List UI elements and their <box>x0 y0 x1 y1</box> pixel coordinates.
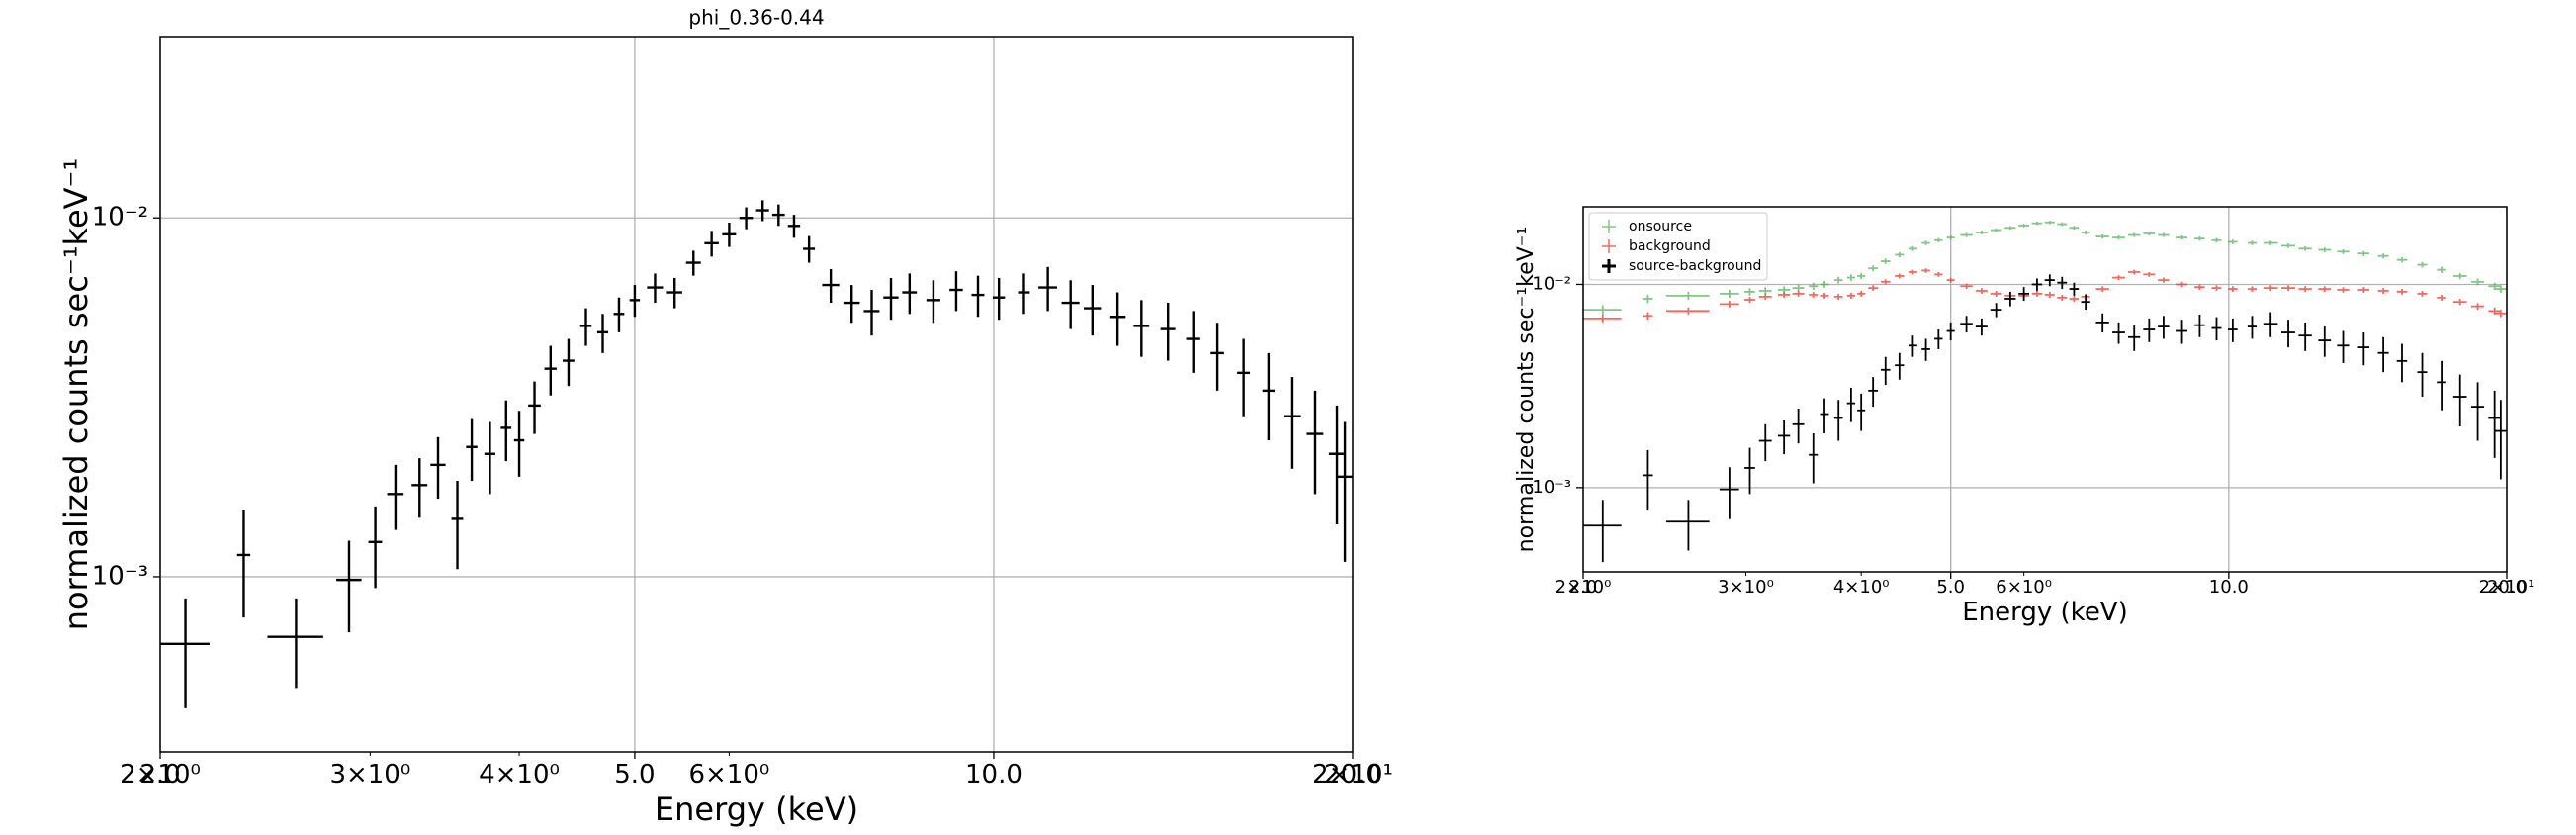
x-tick-label: 10.0 <box>965 760 1022 789</box>
x-minor-tick-label: 2×10¹ <box>1312 760 1393 789</box>
plot-area <box>1583 220 2507 563</box>
x-tick-label: 2.0 <box>139 760 180 789</box>
x-tick-label: 5.0 <box>614 760 655 789</box>
series <box>160 200 1353 708</box>
x-minor-tick-label: 6×10⁰ <box>1996 577 2052 598</box>
chart: 10⁻³ 10⁻² 2.0 5.0 10.0 20.0 2×10⁰ 3×10⁰ 4×10⁰ 6×1… <box>57 6 1393 828</box>
legend-label: background <box>1629 238 1711 254</box>
x-tick-label: 20.0 <box>1324 760 1381 789</box>
x-minor-tick-label: 4×10⁰ <box>1833 577 1890 598</box>
x-tick-label: 2.0 <box>1569 577 1598 598</box>
y-axis-label: normalized counts sec⁻¹keV⁻¹ <box>57 158 95 630</box>
y-tick-label: 10⁻³ <box>1532 477 1571 498</box>
chart-title: phi_0.36-0.44 <box>688 6 824 30</box>
x-minor-tick-label: 2×10¹ <box>2479 577 2535 598</box>
x-axis-label: Energy (keV) <box>655 790 858 828</box>
x-minor-tick-label: 4×10⁰ <box>479 760 560 789</box>
axes-frame <box>1582 206 2508 573</box>
x-tick-label: 20.0 <box>2487 577 2527 598</box>
legend-marker <box>1602 259 1616 273</box>
legend-marker <box>1602 220 1616 233</box>
x-minor-tick-label: 6×10⁰ <box>688 760 769 789</box>
legend-box <box>1588 212 1768 281</box>
chart: 10⁻³ 10⁻² 2.0 5.0 10.0 20.0 2×10⁰ 3×10⁰ 4×10⁰ 6×1… <box>1513 206 2535 627</box>
y-tick-label: 10⁻² <box>1532 273 1571 294</box>
legend-marker <box>1602 239 1616 253</box>
series <box>1583 274 2507 563</box>
x-minor-tick-label: 2×10⁰ <box>120 760 201 789</box>
axes-frame <box>159 36 1354 753</box>
legend-label: source-background <box>1629 258 1761 274</box>
x-minor-tick-label: 3×10⁰ <box>1718 577 1774 598</box>
y-tick-label: 10⁻² <box>92 203 148 232</box>
x-tick-label: 5.0 <box>1936 577 1965 598</box>
x-minor-tick-label: 3×10⁰ <box>329 760 410 789</box>
y-axis-label: normalized counts sec⁻¹keV⁻¹ <box>1513 227 1539 553</box>
legend-label: onsource <box>1629 219 1692 234</box>
x-tick-label: 10.0 <box>2209 577 2249 598</box>
x-minor-tick-label: 2×10⁰ <box>1555 577 1612 598</box>
y-tick-label: 10⁻³ <box>92 561 148 591</box>
series <box>1583 220 2507 316</box>
plot-area <box>160 200 1353 708</box>
x-axis-label: Energy (keV) <box>1962 598 2128 627</box>
